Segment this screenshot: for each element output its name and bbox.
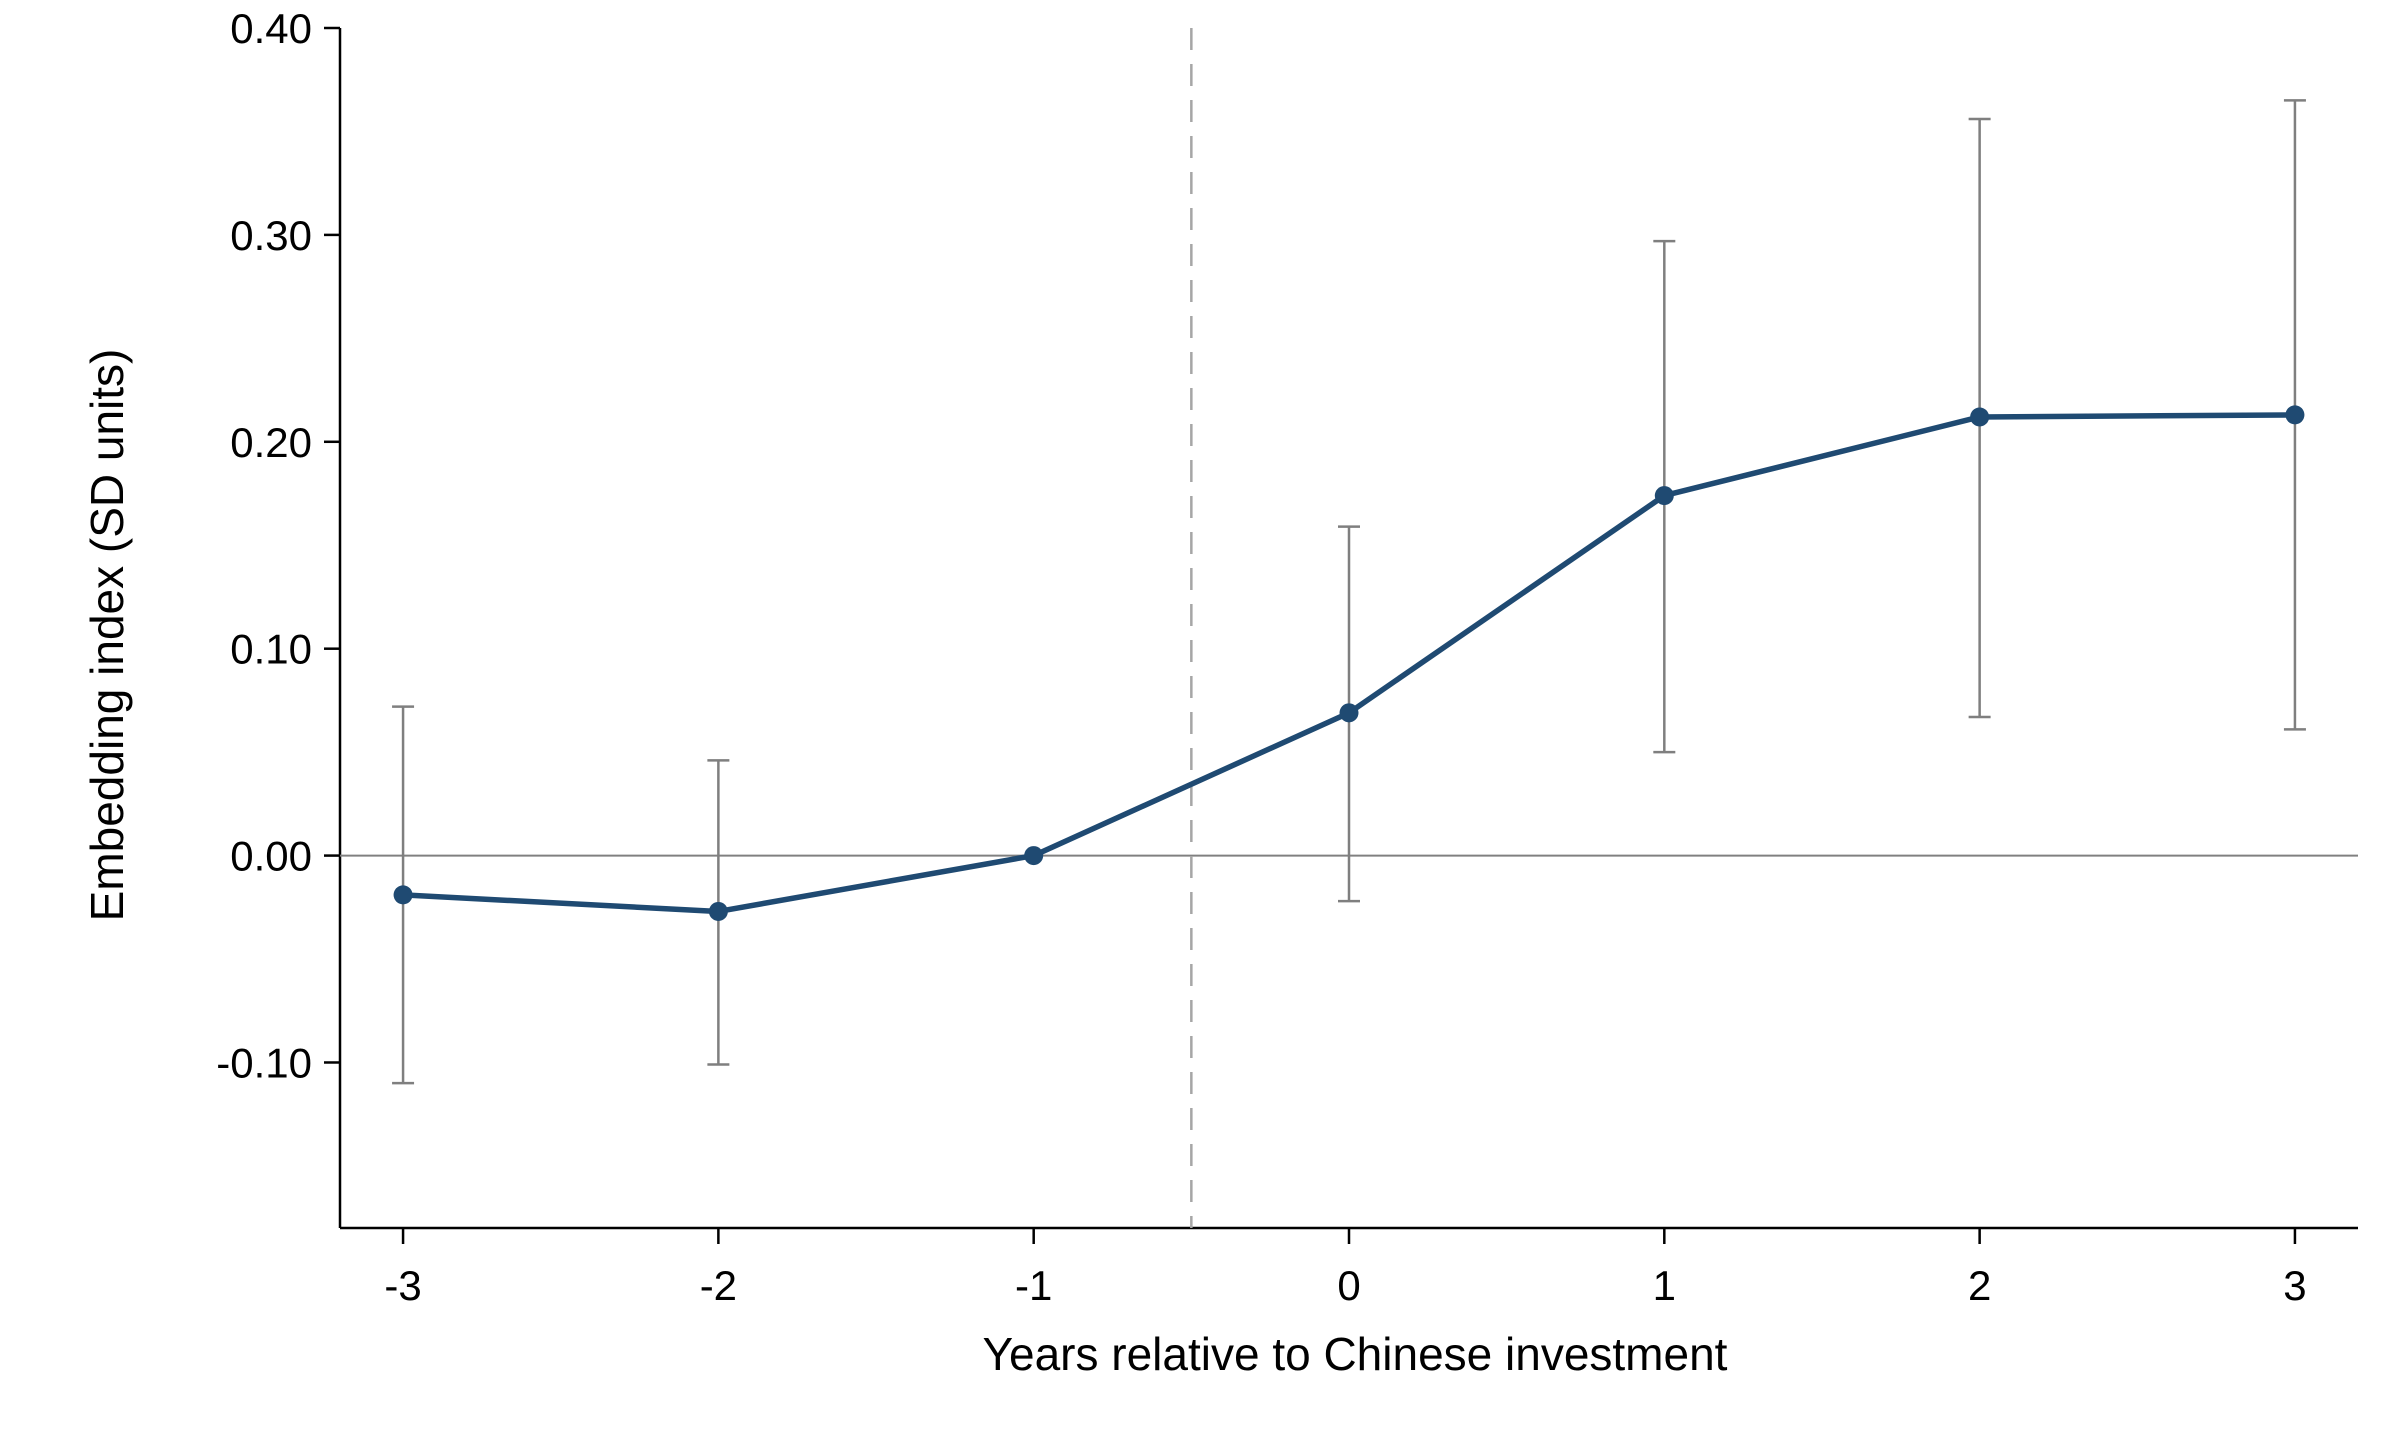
x-tick-label: -1 — [1015, 1262, 1052, 1309]
y-axis-title: Embedding index (SD units) — [81, 349, 133, 922]
data-point — [1970, 407, 1990, 427]
y-tick-label: 0.40 — [230, 5, 312, 52]
y-tick-label: 0.30 — [230, 212, 312, 259]
data-point — [2285, 405, 2305, 425]
data-point — [1024, 846, 1044, 866]
x-tick-label: -3 — [384, 1262, 421, 1309]
x-tick-label: 2 — [1968, 1262, 1991, 1309]
x-axis-title: Years relative to Chinese investment — [983, 1328, 1728, 1380]
y-tick-label: -0.10 — [216, 1039, 312, 1086]
y-tick-label: 0.20 — [230, 419, 312, 466]
x-tick-label: -2 — [700, 1262, 737, 1309]
x-tick-label: 3 — [2283, 1262, 2306, 1309]
plot-area: -0.10 0.00 0.10 0.20 0.30 0.40 -3 -2 -1 0 1 2 3 — [216, 5, 2358, 1309]
y-tick-label: 0.10 — [230, 626, 312, 673]
y-tick-label: 0.00 — [230, 833, 312, 880]
data-point — [1339, 703, 1359, 723]
data-point — [1654, 486, 1674, 506]
data-point — [393, 885, 413, 905]
x-tick-label: 0 — [1337, 1262, 1360, 1309]
data-point — [708, 901, 728, 921]
x-tick-label: 1 — [1653, 1262, 1676, 1309]
